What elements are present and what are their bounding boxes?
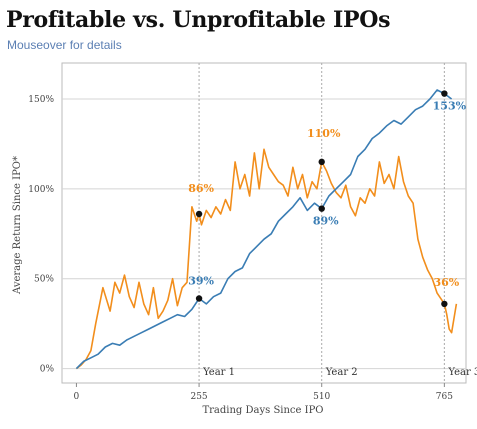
marker-points[interactable]	[195, 90, 448, 308]
x-tick-label: 255	[190, 392, 207, 402]
year-label: Year 3	[447, 367, 477, 378]
y-axis-title: Average Return Since IPO*	[12, 156, 23, 295]
year-label: Year 2	[325, 367, 358, 378]
chart-title: Profitable vs. Unprofitable IPOs	[6, 7, 391, 33]
y-tick-label: 0%	[40, 365, 55, 375]
data-label: 89%	[313, 215, 339, 228]
reference-lines: Year 1 Year 2 Year 3	[198, 63, 477, 383]
y-tick-label: 50%	[34, 275, 54, 285]
series-marker[interactable]	[441, 300, 448, 308]
series-line-1[interactable]	[75, 89, 453, 370]
series-marker[interactable]	[318, 205, 325, 212]
axis-ticks: 0% 50% 100% 150% 0 255 510 765	[28, 95, 453, 402]
series-marker[interactable]	[195, 210, 203, 218]
data-label: 153%	[433, 100, 467, 113]
x-axis-title: Trading Days Since IPO	[202, 405, 323, 416]
series-lines[interactable]	[75, 89, 458, 370]
data-label: 86%	[188, 182, 214, 195]
series-marker[interactable]	[318, 158, 325, 166]
data-label: 36%	[433, 276, 459, 289]
data-labels: 39% 86% 89% 110% 153% 36%	[188, 100, 466, 289]
chart-subtitle: Mouseover for details	[7, 38, 122, 52]
data-label: 110%	[307, 127, 341, 140]
gridlines	[62, 98, 466, 370]
x-tick-label: 765	[436, 392, 453, 402]
y-tick-label: 150%	[28, 95, 54, 105]
plot-area	[61, 62, 467, 384]
x-tick-label: 510	[313, 392, 330, 402]
y-tick-label: 100%	[28, 185, 54, 195]
year-label: Year 1	[202, 367, 235, 378]
series-line-0[interactable]	[75, 148, 458, 370]
x-tick-label: 0	[74, 392, 80, 402]
series-marker[interactable]	[441, 90, 448, 97]
data-label: 39%	[188, 275, 214, 288]
series-marker[interactable]	[195, 295, 203, 302]
